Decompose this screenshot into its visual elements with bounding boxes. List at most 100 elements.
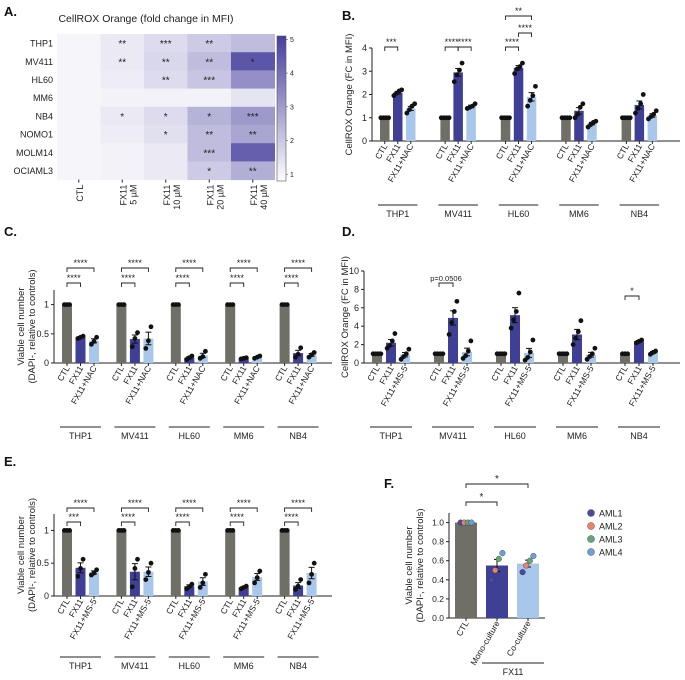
data-point [651, 111, 657, 117]
significance-label: *** [386, 37, 397, 47]
heatmap-cell [57, 70, 101, 90]
legend-label: AML3 [599, 535, 623, 545]
group-label: HL60 [179, 661, 201, 671]
heatmap-cell [144, 106, 188, 126]
significance-bracket [505, 46, 519, 51]
data-point [454, 298, 460, 304]
group-label: THP1 [379, 431, 402, 441]
heatmap-cell [231, 125, 275, 144]
significance-bracket [120, 267, 149, 272]
bar [306, 354, 317, 363]
colorbar-segment [277, 127, 286, 131]
bar [386, 342, 396, 363]
significance-label: **** [505, 37, 520, 47]
heatmap-annotation: ** [205, 130, 213, 141]
data-point [502, 351, 508, 357]
bar [89, 340, 99, 363]
colorbar-segment [277, 156, 286, 160]
data-point [176, 302, 181, 307]
y-axis-label: Viable cell number(DAPI-, relative to co… [16, 498, 38, 612]
colorbar-segment [277, 81, 286, 85]
heatmap-annotation: ** [118, 39, 126, 50]
heatmap-column-label-line: FX11 [118, 185, 128, 206]
colorbar-segment [277, 113, 286, 117]
significance-label: * [495, 474, 499, 485]
heatmap-cell [100, 161, 145, 181]
data-point [495, 555, 502, 562]
significance-label: **** [176, 512, 191, 522]
legend-marker [587, 535, 595, 543]
data-point [639, 337, 644, 343]
data-point [573, 335, 579, 341]
significance-label: **** [458, 37, 473, 47]
data-point [580, 101, 586, 107]
bar [406, 108, 416, 141]
group-label: MM6 [569, 209, 589, 219]
bar [116, 530, 127, 596]
colorbar-segment [277, 110, 286, 114]
significance-bracket [505, 15, 532, 20]
heatmap-cell [57, 52, 101, 71]
y-tick-label: 1 [362, 113, 367, 123]
group-label: MV411 [121, 431, 149, 441]
panel-label-e: E. [4, 454, 16, 469]
heatmap-column-label-line: 40 µM [259, 185, 269, 210]
bar [510, 315, 520, 363]
heatmap-cell [187, 34, 232, 53]
bar [129, 339, 140, 363]
heatmap-column-label-line: FX11 [249, 185, 259, 206]
significance-label: **** [73, 498, 88, 508]
data-point [67, 302, 72, 307]
significance-bracket [438, 282, 454, 287]
heatmap-cell [231, 88, 275, 108]
heatmap-annotation: * [164, 112, 168, 123]
heatmap-row-label: MM6 [33, 93, 53, 103]
significance-bracket [229, 521, 245, 526]
colorbar-segment [277, 43, 286, 47]
colorbar-segment [277, 123, 286, 127]
colorbar-segment [277, 173, 286, 177]
data-point [530, 337, 536, 343]
bar [143, 338, 154, 363]
colorbar-segment [277, 144, 286, 148]
colorbar-segment [277, 55, 286, 59]
data-point [454, 72, 460, 78]
colorbar-segment [277, 132, 286, 136]
data-point [653, 348, 658, 354]
colorbar-segment [277, 159, 286, 163]
group-label: HL60 [504, 431, 526, 441]
data-point [146, 569, 151, 575]
heatmap-cell [144, 52, 188, 71]
y-axis-label: CellROX Orange (FC in MFI) [340, 256, 351, 378]
bar [500, 117, 511, 141]
colorbar-tick-label: 1 [290, 172, 294, 179]
colorbar-segment [277, 40, 286, 44]
data-point [635, 106, 641, 111]
data-point [257, 353, 263, 359]
significance-label: **** [291, 258, 306, 268]
heatmap-annotation: *** [203, 76, 215, 87]
group-label: MV411 [444, 209, 472, 219]
heatmap-cell [231, 70, 275, 90]
bar [453, 72, 463, 141]
legend-label: AML1 [599, 509, 623, 519]
y-tick-label: 0.4 [432, 575, 444, 585]
significance-label: **** [237, 258, 252, 268]
data-point [203, 571, 208, 577]
heatmap-cell [231, 34, 275, 53]
data-point [527, 97, 533, 103]
heatmap-column-label-line: FX11 [162, 185, 172, 206]
heatmap-cell [231, 52, 275, 71]
bar [517, 563, 539, 618]
panel-e-chart: 0 0.5 1 Viable cell number(DAPI-, relative … [16, 498, 332, 671]
heatmap-annotation: * [207, 112, 211, 123]
group-label: THP1 [69, 661, 92, 671]
heatmap-annotation: * [164, 130, 168, 141]
heatmap-cell [57, 106, 101, 126]
panel-label-f: F. [384, 476, 394, 491]
heatmap-cell [144, 143, 188, 162]
significance-label: p=0.0506 [430, 274, 462, 283]
heatmap-column-label-line: 20 µM [215, 185, 225, 210]
data-point [533, 83, 538, 89]
